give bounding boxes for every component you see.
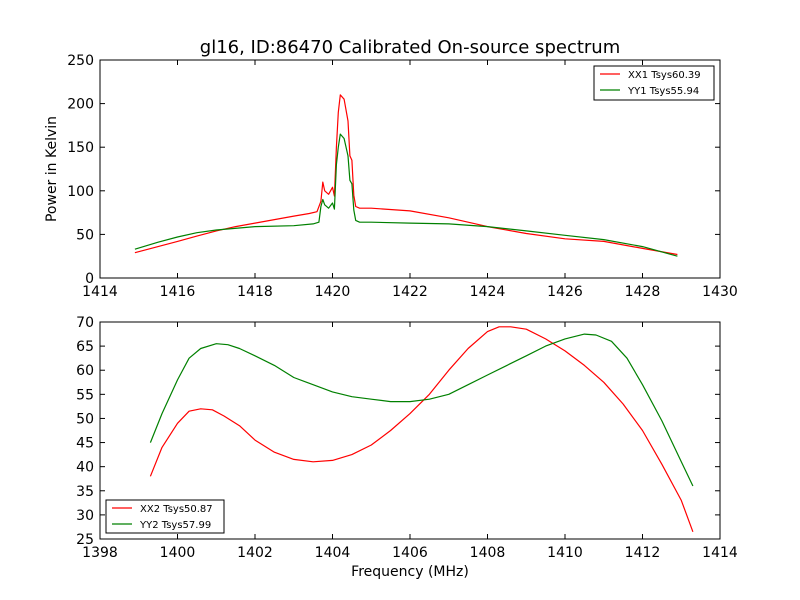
- top-plot: gl16, ID:86470 Calibrated On-source spec…: [44, 37, 738, 300]
- y-tick-label: 25: [76, 532, 94, 548]
- x-tick-label: 1420: [315, 284, 351, 300]
- legend-label-xx1: XX1 Tsys60.39: [628, 70, 701, 81]
- y-tick-label: 150: [67, 140, 94, 156]
- y-tick-label: 100: [67, 184, 94, 200]
- chart-title: gl16, ID:86470 Calibrated On-source spec…: [200, 37, 620, 58]
- x-tick-label: 1416: [160, 284, 196, 300]
- top-plot-frame: [99, 59, 721, 279]
- top-series-layer: [134, 94, 678, 257]
- x-tick-label: 1414: [702, 545, 738, 561]
- top-ticks-layer: 1414 1416 1418 1420 1422 1424 1426 1428 1430 0 50 1…: [67, 53, 738, 300]
- top-legend: XX1 Tsys60.39 YY1 Tsys55.94: [593, 65, 715, 101]
- x-tick-label: 1424: [470, 284, 506, 300]
- x-tick-label: 1404: [315, 545, 351, 561]
- series-line-yy2: [149, 333, 694, 487]
- y-tick-label: 50: [76, 411, 94, 427]
- series-line-yy1: [134, 133, 678, 257]
- y-tick-label: 0: [85, 271, 94, 287]
- x-tick-label: 1412: [625, 545, 661, 561]
- bottom-legend: XX2 Tsys50.87 YY2 Tsys57.99: [105, 499, 225, 534]
- x-tick-label: 1430: [702, 284, 738, 300]
- y-tick-label: 40: [76, 460, 94, 476]
- y-axis-label: Power in Kelvin: [44, 116, 60, 222]
- series-line-xx2: [149, 326, 694, 533]
- series-line-xx1: [134, 94, 678, 256]
- bottom-series-layer: [149, 326, 694, 533]
- legend-label-yy2: YY2 Tsys57.99: [139, 520, 211, 531]
- x-tick-label: 1406: [392, 545, 428, 561]
- top-legend-box: [593, 65, 715, 101]
- x-tick-label: 1402: [237, 545, 273, 561]
- bottom-plot: Frequency (MHz) 1398 1400 1402 1404 1406 1408…: [76, 315, 738, 580]
- y-tick-label: 250: [67, 53, 94, 69]
- y-tick-label: 65: [76, 339, 94, 355]
- y-tick-label: 200: [67, 97, 94, 113]
- x-tick-label: 1428: [625, 284, 661, 300]
- y-tick-label: 55: [76, 387, 94, 403]
- x-tick-label: 1426: [547, 284, 583, 300]
- x-tick-label: 1400: [160, 545, 196, 561]
- x-axis-label: Frequency (MHz): [351, 564, 469, 580]
- legend-label-yy1: YY1 Tsys55.94: [627, 86, 699, 97]
- x-tick-label: 1422: [392, 284, 428, 300]
- y-tick-label: 60: [76, 363, 94, 379]
- legend-label-xx2: XX2 Tsys50.87: [140, 504, 213, 515]
- y-tick-label: 30: [76, 508, 94, 524]
- x-tick-label: 1408: [470, 545, 506, 561]
- x-tick-label: 1414: [82, 284, 118, 300]
- y-tick-label: 70: [76, 315, 94, 331]
- y-tick-label: 35: [76, 484, 94, 500]
- x-tick-label: 1398: [82, 545, 118, 561]
- bottom-plot-frame: [99, 321, 721, 540]
- y-tick-label: 50: [76, 227, 94, 243]
- bottom-legend-box: [105, 499, 225, 534]
- y-tick-label: 45: [76, 436, 94, 452]
- x-tick-label: 1418: [237, 284, 273, 300]
- x-tick-label: 1410: [547, 545, 583, 561]
